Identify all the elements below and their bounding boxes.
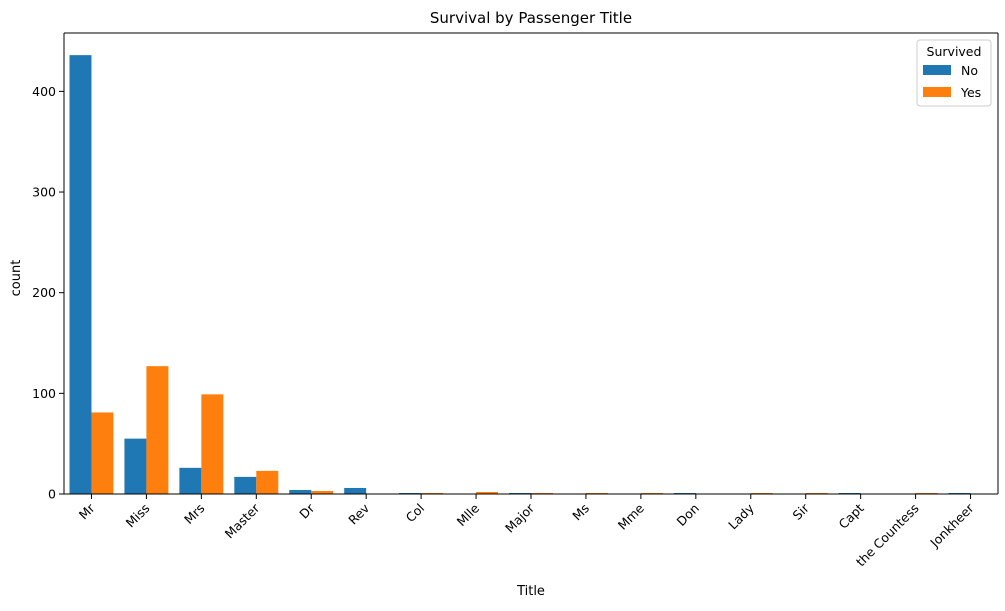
- y-tick-label: 200: [32, 285, 56, 300]
- bar-no-jonkheer: [948, 492, 971, 494]
- x-tick-label: Lady: [725, 500, 757, 532]
- x-tick-label: Major: [502, 500, 538, 536]
- bar-no-don: [673, 492, 696, 494]
- bar-yes-the-countess: [915, 492, 938, 494]
- bar-yes-dr: [311, 490, 334, 494]
- legend-swatch-no: [923, 65, 951, 75]
- x-tick-label: Don: [674, 501, 702, 529]
- x-tick-label: Mme: [615, 500, 647, 532]
- x-tick-label: Rev: [345, 500, 372, 527]
- bar-no-rev: [344, 487, 367, 494]
- bar-yes-mr: [91, 412, 114, 494]
- x-axis-label: Title: [516, 584, 545, 599]
- x-tick-label: Dr: [296, 500, 318, 522]
- bar-yes-lady: [750, 492, 773, 494]
- bar-yes-ms: [585, 492, 608, 494]
- bar-yes-sir: [805, 492, 828, 494]
- bar-yes-col: [421, 492, 444, 494]
- bar-yes-miss: [146, 366, 169, 494]
- x-tick-label: Mlle: [454, 500, 483, 529]
- bar-no-miss: [124, 438, 147, 494]
- x-tick-label: Ms: [569, 501, 592, 524]
- bar-no-major: [509, 492, 531, 494]
- bar-no-capt: [838, 492, 861, 494]
- bar-no-mr: [69, 55, 92, 494]
- bar-yes-major: [531, 492, 553, 494]
- bar-no-master: [234, 476, 257, 494]
- legend-title: Survived: [927, 44, 982, 59]
- y-tick-label: 100: [32, 386, 56, 401]
- plot-area: 0 100 200 300 400 Mr Miss Mrs Master Dr Rev Col Mlle…: [32, 32, 999, 569]
- bar-yes-mlle: [476, 491, 499, 494]
- legend-label-no: No: [961, 63, 978, 78]
- x-tick-label: Sir: [790, 500, 813, 523]
- chart-title: Survival by Passenger Title: [430, 9, 632, 27]
- x-tick-label: Capt: [835, 500, 866, 531]
- bar-no-col: [399, 492, 422, 494]
- bar-no-mrs: [179, 467, 202, 494]
- legend: Survived No Yes: [916, 39, 992, 107]
- legend-label-yes: Yes: [960, 85, 981, 100]
- x-tick-label: Mr: [76, 500, 98, 522]
- y-tick-label: 400: [32, 84, 56, 99]
- bar-yes-master: [256, 470, 279, 494]
- x-tick-label: Col: [403, 501, 428, 526]
- y-axis-label: count: [9, 260, 24, 297]
- y-tick-label: 0: [48, 487, 56, 502]
- y-tick-label: 300: [32, 185, 56, 200]
- x-tick-label: Master: [222, 500, 263, 541]
- x-tick-label: Jonkheer: [926, 500, 977, 551]
- bar-yes-mrs: [201, 394, 224, 494]
- legend-swatch-yes: [923, 87, 951, 97]
- x-tick-label: Mrs: [181, 501, 207, 527]
- bar-yes-mme: [640, 492, 663, 494]
- x-tick-label: Miss: [123, 501, 153, 531]
- bar-no-dr: [289, 489, 312, 494]
